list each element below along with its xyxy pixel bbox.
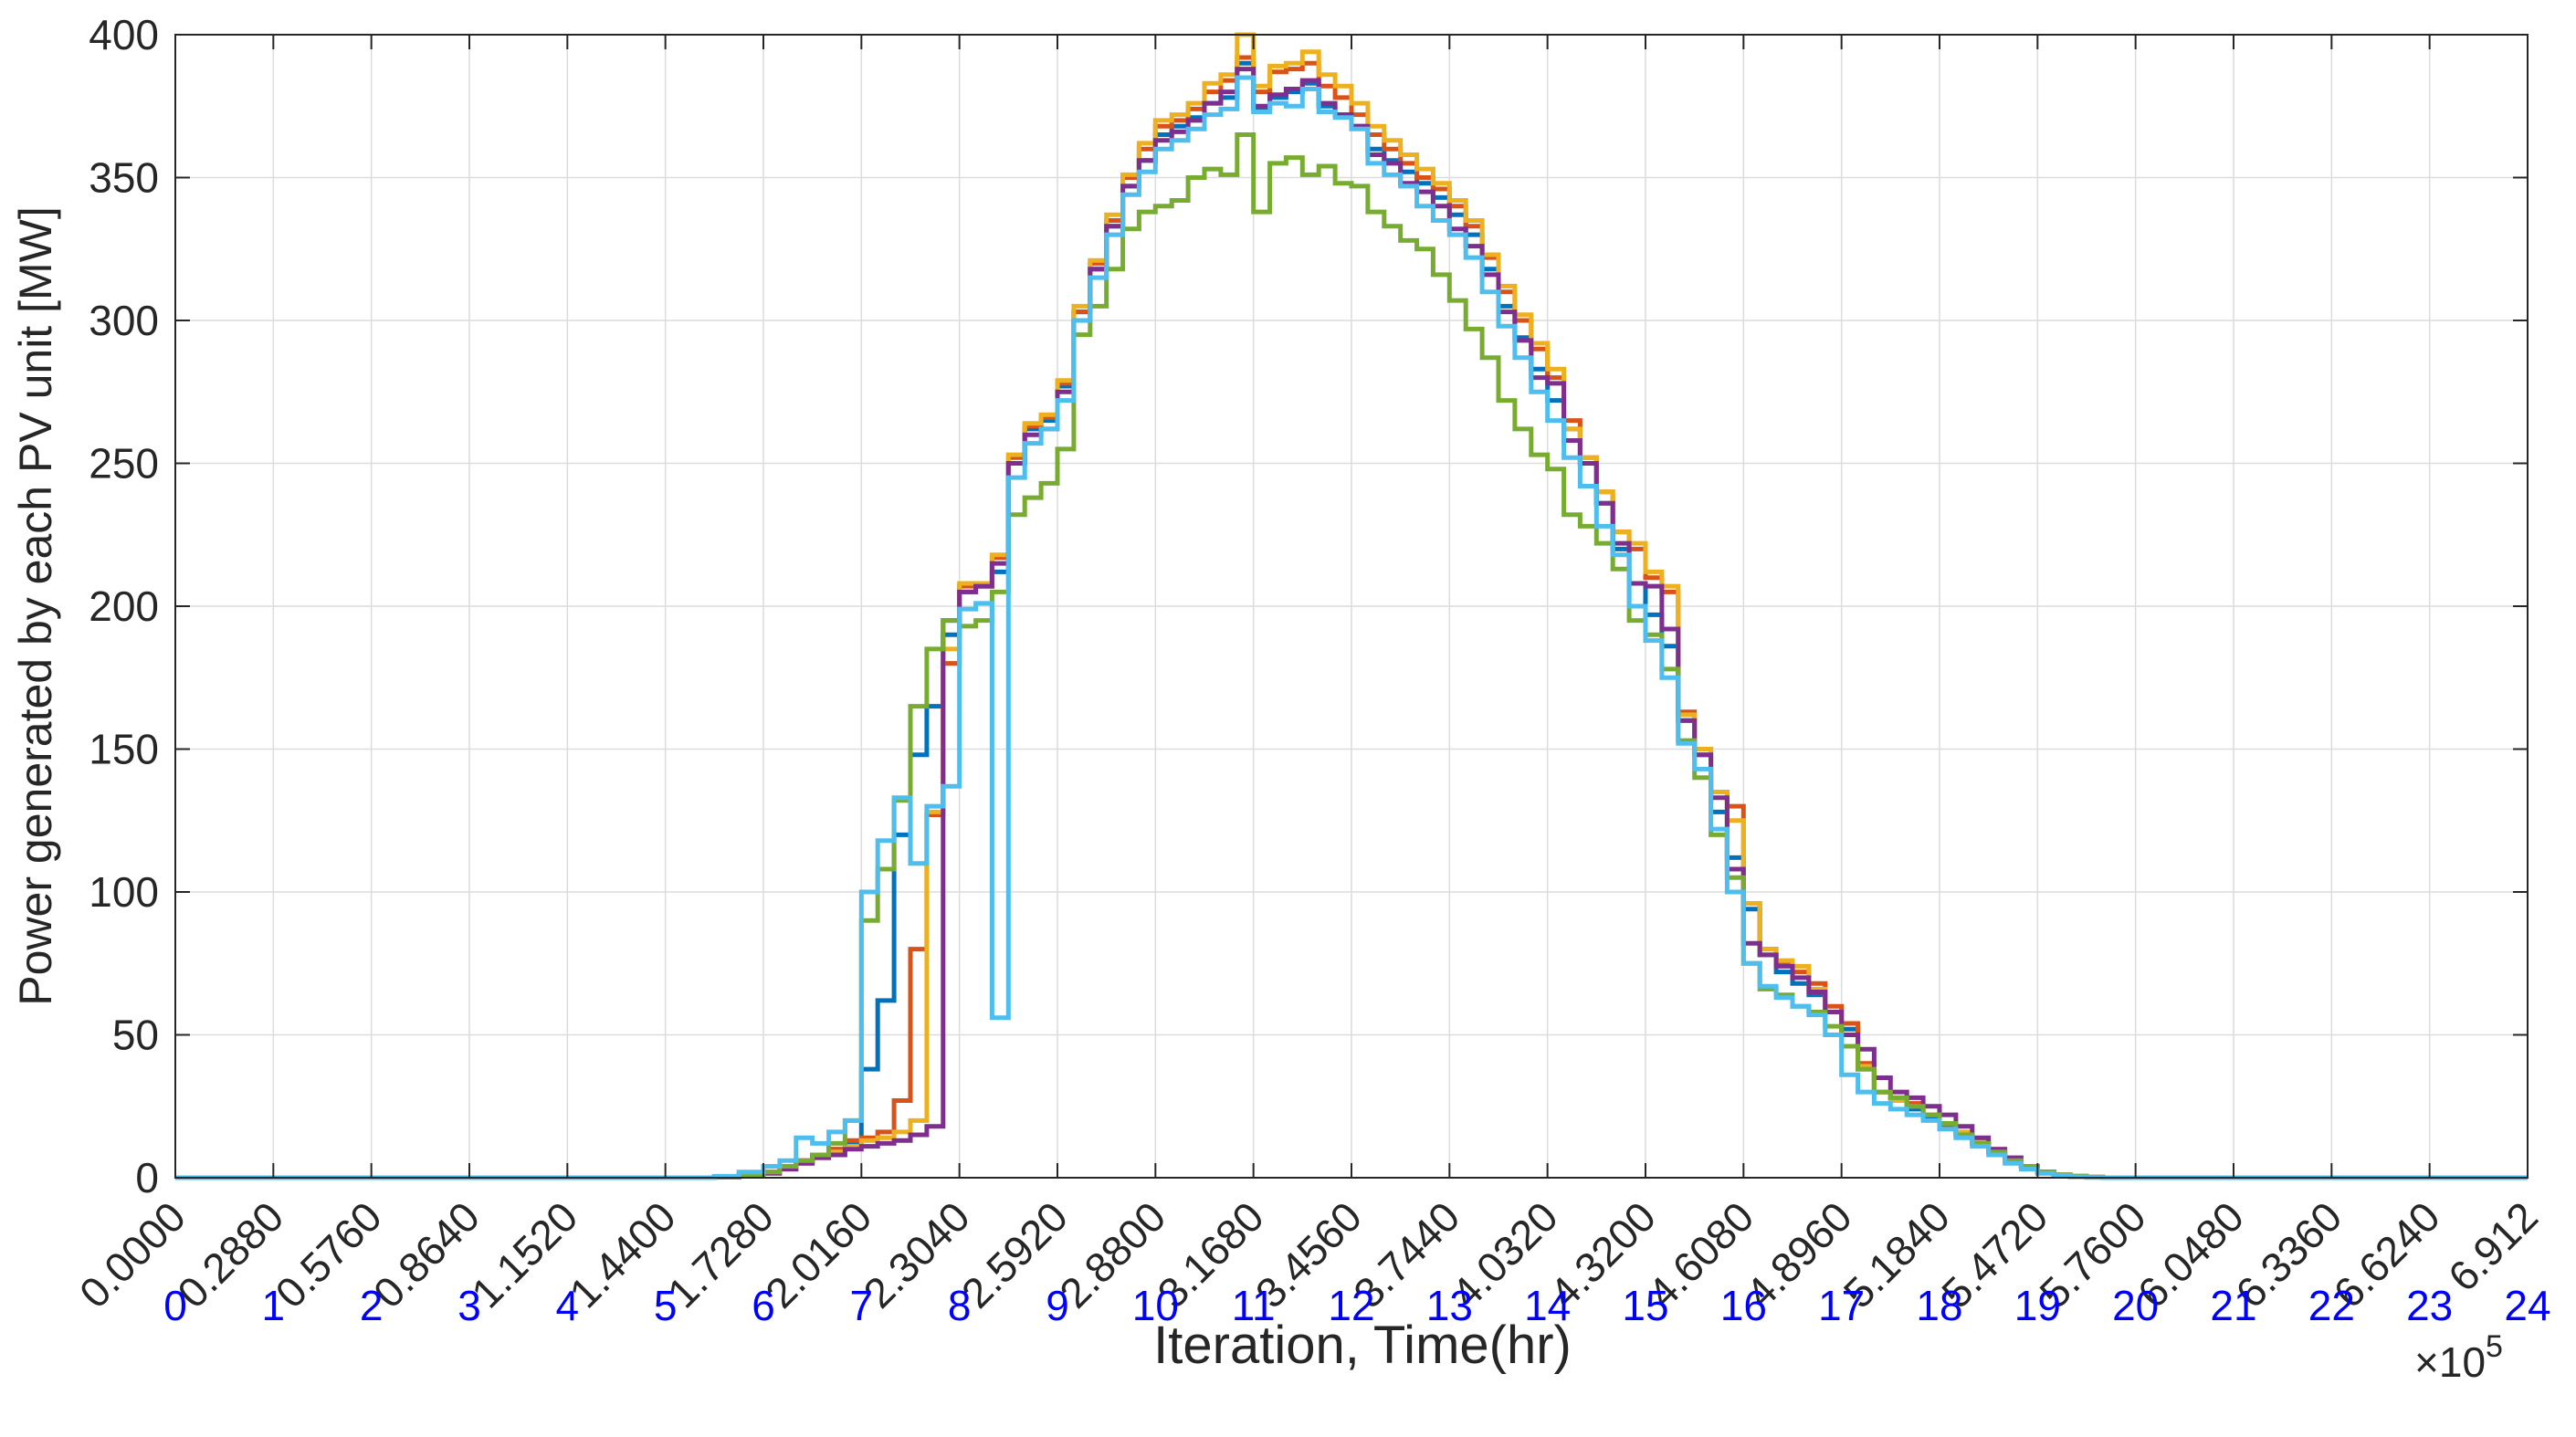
series-lines xyxy=(175,32,2528,1180)
y-tick-labels: 0 50 100 150 200 250 300 350 400 xyxy=(89,11,159,1201)
hour-tick-label: 12 xyxy=(1328,1282,1374,1329)
y-tick-label: 400 xyxy=(89,11,159,58)
hour-tick-label: 23 xyxy=(2406,1282,2453,1329)
hour-tick-label: 22 xyxy=(2308,1282,2355,1329)
hour-tick-label: 20 xyxy=(2112,1282,2159,1329)
y-tick-label: 300 xyxy=(89,297,159,344)
hour-tick-label: 16 xyxy=(1720,1282,1767,1329)
hour-tick-label: 13 xyxy=(1426,1282,1473,1329)
hour-tick-label: 1 xyxy=(262,1282,286,1329)
tick-marks xyxy=(174,34,2529,1179)
x-axis-exponent-base: ×10 xyxy=(2414,1338,2486,1386)
y-tick-label: 150 xyxy=(89,726,159,773)
y-tick-label: 200 xyxy=(89,582,159,630)
hour-tick-label: 21 xyxy=(2210,1282,2256,1329)
hour-tick-label: 3 xyxy=(457,1282,481,1329)
hour-tick-label: 17 xyxy=(1818,1282,1865,1329)
series-line-6 xyxy=(175,75,2528,1180)
y-axis-label: Power generated by each PV unit [MW] xyxy=(10,206,61,1005)
hour-tick-label: 9 xyxy=(1046,1282,1069,1329)
hour-tick-label: 8 xyxy=(948,1282,972,1329)
hour-tick-label: 24 xyxy=(2504,1282,2550,1329)
hour-tick-label: 10 xyxy=(1132,1282,1179,1329)
y-tick-label: 250 xyxy=(89,440,159,488)
hour-tick-label: 11 xyxy=(1232,1282,1276,1329)
hour-tick-label: 14 xyxy=(1524,1282,1571,1329)
hour-tick-label: 15 xyxy=(1622,1282,1668,1329)
y-tick-label: 0 xyxy=(135,1154,159,1201)
hour-tick-label: 19 xyxy=(2014,1282,2061,1329)
x-axis-exponent-power: 5 xyxy=(2486,1329,2503,1364)
x-axis-label: Iteration, Time(hr) xyxy=(1153,1316,1572,1375)
y-tick-label: 50 xyxy=(112,1012,159,1059)
hour-tick-label: 4 xyxy=(556,1282,580,1329)
hour-tick-label: 7 xyxy=(850,1282,874,1329)
y-tick-label: 100 xyxy=(89,868,159,916)
series-line-5 xyxy=(175,132,2528,1180)
hour-tick-label: 5 xyxy=(654,1282,678,1329)
hour-tick-label: 0 xyxy=(163,1282,187,1329)
hour-tick-label: 6 xyxy=(752,1282,775,1329)
hour-tick-label: 18 xyxy=(1916,1282,1962,1329)
x-axis-exponent: ×105 xyxy=(2414,1329,2503,1386)
y-tick-label: 350 xyxy=(89,154,159,202)
hour-tick-labels: 0 1 2 3 4 5 6 7 8 9 10 11 12 13 14 15 16 17 18 19 20 21 22 23 24 xyxy=(163,1282,2550,1329)
hour-tick-label: 2 xyxy=(360,1282,384,1329)
